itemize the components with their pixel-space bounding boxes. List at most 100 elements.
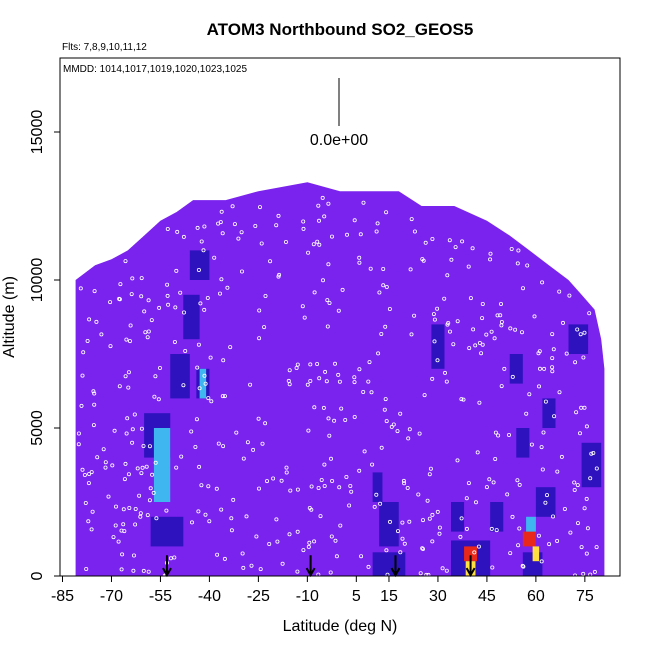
heatmap-cell: [581, 442, 602, 488]
sample-point: [229, 516, 234, 521]
sample-point: [476, 544, 481, 549]
sample-point: [221, 444, 226, 449]
sample-point: [145, 335, 150, 340]
sample-point: [551, 347, 556, 352]
sample-point: [425, 498, 430, 503]
sample-point: [150, 472, 155, 477]
sample-point: [343, 417, 348, 422]
sample-point: [578, 332, 583, 337]
sample-point: [256, 486, 261, 491]
sample-point: [287, 368, 292, 373]
sample-point: [130, 427, 135, 432]
heatmap-cell: [509, 354, 523, 384]
flight-arrows: [162, 555, 476, 578]
sample-point: [395, 429, 400, 434]
sample-point: [459, 397, 464, 402]
sample-point: [328, 456, 333, 461]
sample-point: [143, 330, 148, 335]
sample-point: [525, 263, 530, 268]
sample-point: [148, 486, 153, 491]
sample-point: [116, 539, 121, 544]
sample-point: [95, 455, 100, 460]
sample-point: [516, 248, 521, 253]
sample-point: [521, 564, 526, 569]
sample-point: [87, 317, 92, 322]
sample-point: [212, 255, 217, 260]
sample-point: [496, 433, 501, 438]
sample-point: [466, 481, 471, 486]
sample-point: [491, 480, 496, 485]
sample-point: [369, 390, 374, 395]
sample-point: [279, 478, 284, 483]
sample-point: [216, 441, 221, 446]
sample-point: [181, 383, 186, 388]
sample-point: [529, 442, 534, 447]
sample-point: [557, 390, 562, 395]
sample-point: [127, 339, 132, 344]
sample-point: [124, 431, 129, 436]
sample-point: [301, 226, 306, 231]
y-tick-label: 10000: [29, 258, 46, 303]
sample-point: [459, 516, 464, 521]
sample-point: [229, 528, 234, 533]
sample-point: [147, 444, 152, 449]
sample-point: [379, 445, 384, 450]
sample-point: [430, 236, 435, 241]
sample-point: [584, 551, 589, 556]
sample-point: [181, 310, 186, 315]
sample-point: [582, 330, 587, 335]
heatmap-cell: [372, 552, 406, 576]
sample-point: [582, 405, 587, 410]
sample-point: [295, 362, 300, 367]
sample-point: [139, 294, 144, 299]
sample-point: [381, 266, 386, 271]
sample-point: [515, 261, 520, 266]
sample-point: [480, 301, 485, 306]
sample-point: [119, 567, 124, 572]
sample-point: [513, 327, 518, 332]
sample-point: [550, 356, 555, 361]
sample-point: [203, 381, 208, 386]
sample-point: [117, 384, 122, 389]
sample-point: [366, 564, 371, 569]
sample-point: [202, 224, 207, 229]
sample-point: [423, 240, 428, 245]
sample-point: [288, 488, 293, 493]
sample-point: [550, 365, 555, 370]
sample-point: [142, 309, 147, 314]
arrow-head: [465, 567, 476, 578]
sample-point: [347, 503, 352, 508]
sample-point: [418, 571, 423, 576]
sample-point: [301, 219, 306, 224]
y-tick-label: 0: [29, 571, 46, 580]
sample-point: [267, 542, 272, 547]
sample-point: [315, 239, 320, 244]
sample-point: [495, 313, 500, 318]
sample-point: [333, 538, 338, 543]
sample-point: [287, 382, 292, 387]
sample-point: [437, 531, 442, 536]
sample-point: [151, 490, 156, 495]
sample-point: [295, 487, 300, 492]
x-tick-label: -10: [296, 588, 319, 605]
sample-point: [101, 447, 106, 452]
sample-point: [81, 350, 86, 355]
sample-point: [156, 397, 161, 402]
sample-point: [592, 569, 597, 574]
sample-point: [312, 290, 317, 295]
sample-point: [329, 534, 334, 539]
sample-point: [139, 471, 144, 476]
sample-point: [144, 464, 149, 469]
sample-point: [336, 372, 341, 377]
sample-point: [248, 382, 253, 387]
sample-point: [383, 324, 388, 329]
sample-point: [408, 267, 413, 272]
sample-point: [442, 296, 447, 301]
sample-point: [174, 268, 179, 273]
sample-point: [258, 567, 263, 572]
sample-point: [263, 421, 268, 426]
sample-point: [284, 465, 289, 470]
sample-point: [562, 506, 567, 511]
sample-point: [239, 230, 244, 235]
sample-point: [127, 505, 132, 510]
